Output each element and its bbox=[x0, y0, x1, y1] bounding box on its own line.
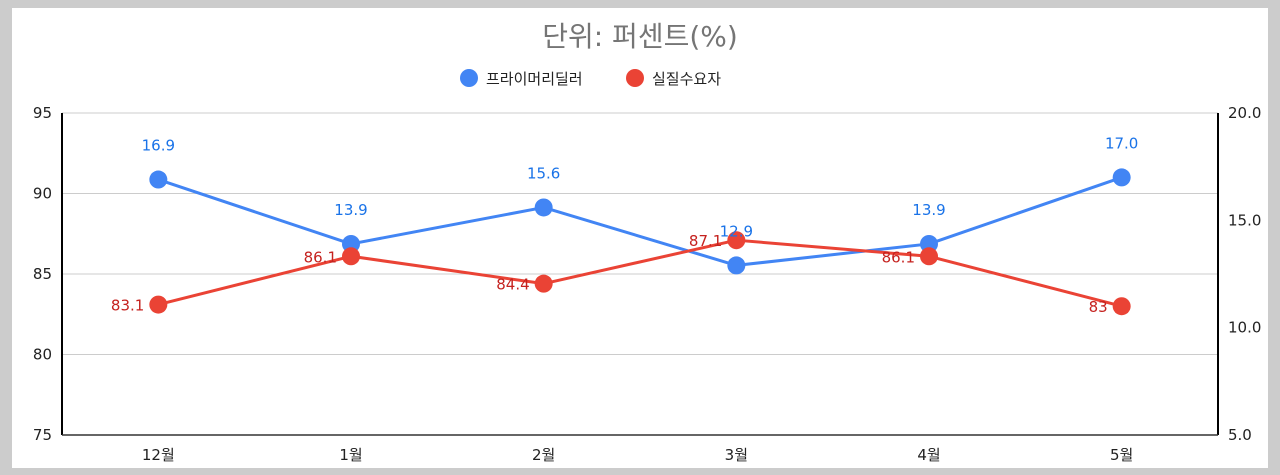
data-point bbox=[342, 247, 360, 266]
left-axis-tick-label: 95 bbox=[33, 104, 52, 122]
data-point bbox=[1112, 168, 1131, 187]
right-axis-ticks: 5.0 10.0 15.0 20.0 bbox=[1228, 104, 1261, 444]
left-axis-tick-label: 90 bbox=[33, 185, 52, 203]
right-axis-tick-label: 10.0 bbox=[1228, 319, 1261, 337]
x-axis-ticks: 12월 1월 2월 3월 4월 5월 bbox=[142, 446, 1133, 464]
right-axis-tick-label: 20.0 bbox=[1228, 104, 1261, 122]
legend-marker-real-demand bbox=[626, 69, 644, 87]
series-line-1 bbox=[157, 238, 1123, 308]
chart-card: 단위: 퍼센트(%) 프라이머리딜러 실질수요자 16.9 13.9 15.6 12.… bbox=[12, 8, 1268, 468]
x-axis-tick-label: 12월 bbox=[142, 446, 175, 464]
right-axis-tick-label: 5.0 bbox=[1228, 426, 1252, 444]
data-label: 87.1 bbox=[689, 232, 722, 250]
left-axis-tick-label: 80 bbox=[33, 346, 52, 364]
x-axis-tick-label: 1월 bbox=[339, 446, 362, 464]
data-label: 84.4 bbox=[496, 276, 529, 294]
gridlines bbox=[62, 112, 1218, 355]
left-axis-ticks: 75 80 85 90 95 bbox=[33, 104, 52, 444]
x-axis-tick-label: 5월 bbox=[1110, 446, 1133, 464]
data-point bbox=[920, 247, 938, 266]
x-axis-tick-label: 4월 bbox=[917, 446, 940, 464]
data-label: 83.1 bbox=[111, 297, 144, 315]
legend-label-primary-dealer: 프라이머리딜러 bbox=[486, 70, 583, 88]
data-labels: 16.9 13.9 15.6 12.9 13.9 17.0 83.1 86.1 84.4 87.1… bbox=[111, 134, 1138, 316]
data-point bbox=[149, 170, 168, 189]
series-line-0 bbox=[157, 175, 1123, 267]
axes bbox=[61, 113, 1219, 436]
series-points bbox=[149, 168, 1131, 316]
legend: 프라이머리딜러 실질수요자 bbox=[460, 69, 721, 88]
data-point bbox=[149, 295, 168, 314]
data-label: 17.0 bbox=[1105, 134, 1138, 152]
data-point bbox=[1112, 297, 1131, 316]
left-axis-tick-label: 75 bbox=[33, 426, 52, 444]
data-label: 16.9 bbox=[142, 137, 175, 155]
data-label: 86.1 bbox=[304, 248, 337, 266]
legend-label-real-demand: 실질수요자 bbox=[652, 70, 721, 88]
legend-marker-primary-dealer bbox=[460, 69, 478, 87]
data-label: 13.9 bbox=[334, 201, 367, 219]
data-point bbox=[920, 234, 938, 253]
x-axis-tick-label: 2월 bbox=[532, 446, 555, 464]
x-axis-tick-label: 3월 bbox=[725, 446, 748, 464]
data-label: 12.9 bbox=[720, 222, 753, 240]
data-label: 86.1 bbox=[882, 248, 915, 266]
chart-title: 단위: 퍼센트(%) bbox=[542, 20, 738, 53]
data-label: 83 bbox=[1089, 298, 1108, 316]
left-axis-tick-label: 85 bbox=[33, 265, 52, 283]
data-point bbox=[534, 198, 553, 217]
data-point bbox=[342, 234, 360, 253]
data-label: 15.6 bbox=[527, 164, 560, 182]
right-axis-tick-label: 15.0 bbox=[1228, 211, 1261, 229]
data-point bbox=[727, 231, 746, 250]
series-lines bbox=[157, 175, 1123, 308]
line-chart: 단위: 퍼센트(%) 프라이머리딜러 실질수요자 16.9 13.9 15.6 12.… bbox=[33, 20, 1262, 464]
data-point bbox=[727, 256, 746, 275]
data-point bbox=[534, 274, 553, 293]
data-label: 13.9 bbox=[912, 201, 945, 219]
